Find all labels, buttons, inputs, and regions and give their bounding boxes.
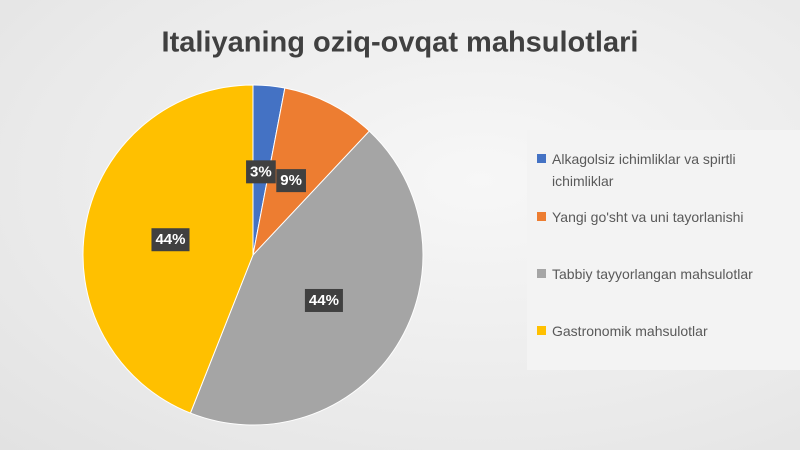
pie-slice	[189, 130, 424, 426]
chart-title: Italiyaning oziq-ovqat mahsulotlari	[162, 27, 639, 59]
legend-item: Gastronomik mahsulotlar	[537, 320, 799, 342]
legend-swatch	[537, 326, 546, 335]
legend: Alkagolsiz ichimliklar va spirtli ichiml…	[527, 130, 800, 370]
legend-item: Alkagolsiz ichimliklar va spirtli ichiml…	[537, 148, 799, 192]
data-label: 3%	[246, 160, 276, 184]
legend-item: Tabbiy tayyorlangan mahsulotlar	[537, 263, 799, 285]
legend-label: Yangi go'sht va uni tayorlanishi	[552, 209, 744, 225]
data-label-text: 3%	[250, 163, 272, 180]
data-label: 44%	[304, 288, 343, 312]
data-label-box	[246, 160, 276, 184]
legend-label: Tabbiy tayyorlangan mahsulotlar	[552, 266, 753, 282]
legend-swatch	[537, 212, 546, 221]
pie-slice	[252, 87, 371, 257]
data-label: 9%	[276, 169, 306, 193]
data-label: 44%	[151, 228, 190, 252]
legend-label: Gastronomik mahsulotlar	[552, 323, 708, 339]
legend-item: Yangi go'sht va uni tayorlanishi	[537, 206, 799, 228]
data-label-text: 44%	[309, 292, 339, 309]
data-label-box	[151, 228, 190, 252]
data-label-text: 44%	[155, 231, 185, 248]
data-label-box	[276, 169, 306, 193]
legend-label: Alkagolsiz ichimliklar va spirtli ichiml…	[552, 151, 736, 189]
legend-swatch	[537, 154, 546, 163]
data-label-box	[304, 288, 343, 312]
data-label-text: 9%	[280, 172, 302, 189]
legend-swatch	[537, 269, 546, 278]
